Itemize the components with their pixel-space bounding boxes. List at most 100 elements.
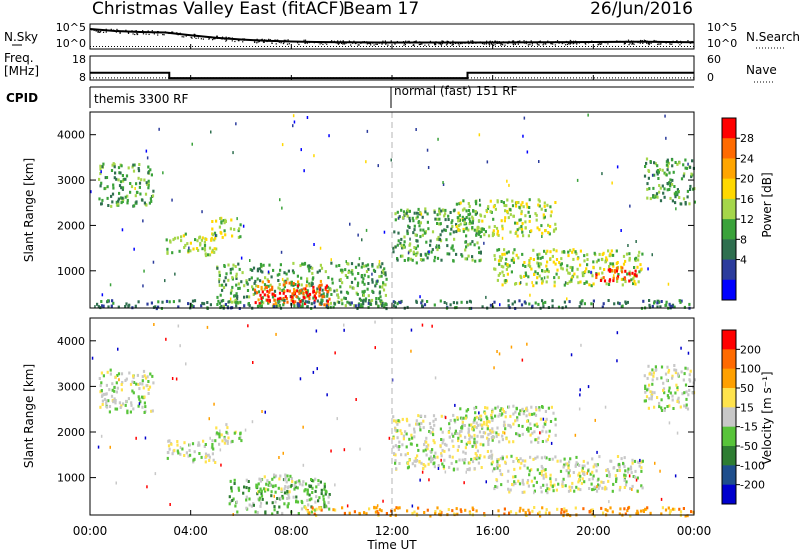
data-cell <box>541 231 544 235</box>
data-cell <box>206 325 209 329</box>
data-cell <box>237 282 240 286</box>
data-cell <box>329 288 332 292</box>
data-cell <box>203 302 206 306</box>
data-cell <box>497 259 501 263</box>
data-cell <box>636 265 639 269</box>
nsky-point <box>513 41 515 43</box>
data-cell <box>281 494 284 498</box>
data-cell <box>503 248 506 252</box>
data-cell <box>668 386 671 390</box>
data-cell <box>150 409 153 413</box>
data-cell <box>446 244 449 248</box>
data-cell <box>597 258 600 262</box>
nsky-point <box>157 34 159 36</box>
data-cell <box>471 255 474 259</box>
data-cell <box>570 280 573 283</box>
data-cell <box>491 419 494 422</box>
data-cell <box>458 229 461 233</box>
nsky-point <box>176 32 178 34</box>
data-cell <box>479 454 482 458</box>
data-cell <box>139 400 142 404</box>
data-cell <box>533 412 536 416</box>
nsky-point <box>384 40 386 42</box>
data-cell <box>480 230 483 233</box>
data-cell <box>281 496 285 500</box>
data-cell <box>396 210 399 214</box>
data-cell <box>209 303 212 307</box>
data-cell <box>237 235 240 239</box>
nsky-point <box>208 38 210 40</box>
nsky-point <box>488 43 490 45</box>
data-cell <box>374 346 376 350</box>
data-cell <box>544 208 547 212</box>
data-cell <box>465 216 468 219</box>
data-cell <box>238 436 241 440</box>
data-cell <box>647 176 650 180</box>
data-cell <box>166 247 169 251</box>
data-cell <box>570 276 573 280</box>
data-cell <box>543 201 546 205</box>
data-cell <box>130 185 134 189</box>
data-cell <box>457 228 460 232</box>
data-cell <box>151 194 155 198</box>
nsky-point <box>527 44 529 46</box>
data-cell <box>350 270 353 274</box>
data-cell <box>507 299 510 303</box>
data-cell <box>583 259 586 263</box>
data-cell <box>527 508 530 512</box>
data-cell <box>282 291 285 295</box>
data-cell <box>223 437 226 441</box>
data-cell <box>548 511 551 515</box>
data-cell <box>137 300 140 304</box>
data-cell <box>530 479 533 483</box>
data-cell <box>659 469 661 473</box>
data-cell <box>521 252 524 256</box>
data-cell <box>457 436 460 440</box>
data-cell <box>114 399 117 402</box>
data-cell <box>212 458 215 462</box>
data-cell <box>583 254 586 258</box>
data-cell <box>110 204 113 208</box>
data-cell <box>635 240 637 243</box>
data-cell <box>467 202 470 205</box>
data-cell <box>566 297 568 301</box>
data-cell <box>493 254 496 258</box>
nsky-point <box>660 43 662 45</box>
data-cell <box>372 268 376 272</box>
data-cell <box>207 253 210 257</box>
nsky-point <box>211 39 214 41</box>
data-cell <box>661 506 664 510</box>
data-cell <box>382 271 385 275</box>
data-cell <box>121 187 124 191</box>
data-cell <box>525 282 528 286</box>
data-cell <box>126 201 129 205</box>
data-cell <box>330 258 332 262</box>
data-cell <box>518 226 521 230</box>
data-cell <box>508 183 510 187</box>
nsky-point <box>216 35 218 37</box>
data-cell <box>644 384 647 388</box>
data-cell <box>520 225 523 228</box>
data-cell <box>260 478 263 482</box>
data-cell <box>467 441 470 444</box>
nsky-point <box>500 41 502 43</box>
data-cell <box>371 289 374 293</box>
data-cell <box>536 468 539 472</box>
data-cell <box>574 464 577 468</box>
data-cell <box>127 166 130 170</box>
data-cell <box>119 180 123 184</box>
data-cell <box>624 469 627 473</box>
data-cell <box>379 265 382 269</box>
data-cell <box>126 409 129 413</box>
data-cell <box>374 320 376 324</box>
data-cell <box>505 204 508 208</box>
data-cell <box>216 303 219 306</box>
data-cell <box>516 221 519 225</box>
data-cell <box>452 248 455 252</box>
data-cell <box>629 467 633 471</box>
nsky-point <box>298 43 300 46</box>
nsky-point <box>669 43 671 45</box>
x-tick-label: 16:00 <box>475 524 510 538</box>
data-cell <box>218 225 221 229</box>
data-cell <box>322 494 325 498</box>
